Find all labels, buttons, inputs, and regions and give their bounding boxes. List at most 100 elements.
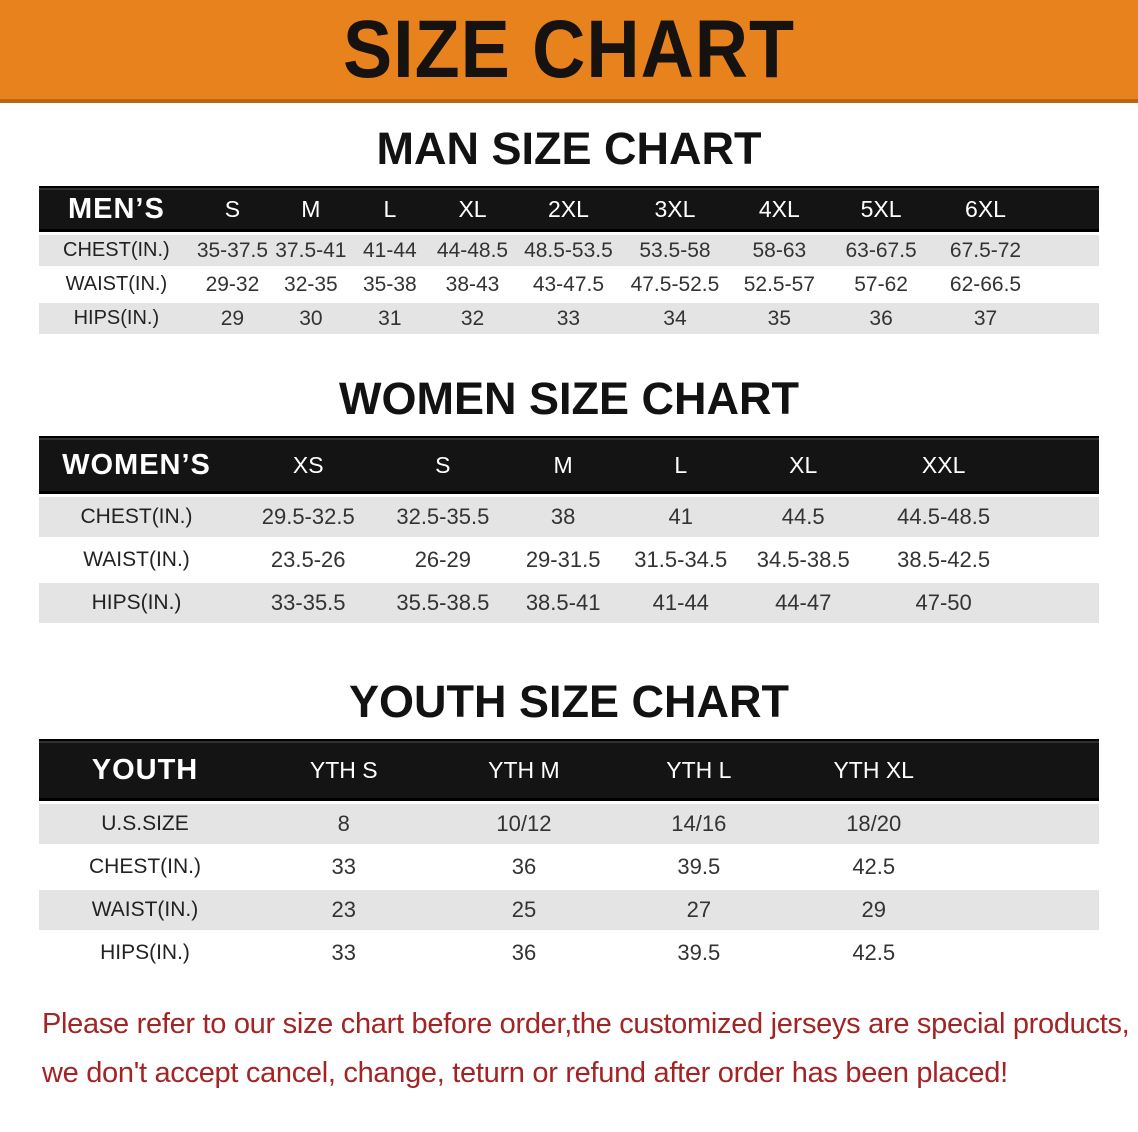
size-column-header: 4XL [729, 186, 830, 232]
size-value-cell: 44.5 [738, 497, 868, 537]
spacer-cell [1038, 303, 1099, 334]
spacer-cell [1038, 235, 1099, 266]
spacer-cell [961, 804, 1099, 844]
size-value-cell: 62-66.5 [932, 269, 1039, 300]
size-column-header: S [193, 186, 272, 232]
women-size-chart-heading: WOMEN SIZE CHART [339, 373, 799, 424]
size-value-cell: 30 [271, 303, 351, 334]
table-row: U.S.SIZE 8 10/12 14/16 18/20 [39, 804, 1099, 844]
size-column-header: M [271, 186, 351, 232]
size-value-cell: 27 [611, 890, 787, 930]
table-row: WAIST(IN.) 29-32 32-35 35-38 38-43 43-47… [39, 269, 1099, 300]
row-label: WAIST(IN.) [39, 540, 235, 580]
size-column-header: YTH XL [786, 739, 962, 801]
size-value-cell: 39.5 [611, 933, 787, 973]
table-row: WAIST(IN.) 23.5-26 26-29 29-31.5 31.5-34… [39, 540, 1099, 580]
size-column-header: XL [429, 186, 516, 232]
womens-header-row: WOMEN’S XS S M L XL XXL [39, 436, 1099, 494]
size-value-cell: 37.5-41 [271, 235, 351, 266]
man-size-chart-heading: MAN SIZE CHART [376, 123, 762, 174]
size-column-header: L [350, 186, 430, 232]
size-value-cell: 38.5-42.5 [867, 540, 1020, 580]
size-value-cell: 63-67.5 [829, 235, 933, 266]
size-value-cell: 44-48.5 [429, 235, 516, 266]
size-column-header: XL [738, 436, 868, 494]
disclaimer-line-1: Please refer to our size chart before or… [42, 1008, 1130, 1040]
table-header-label: WOMEN’S [39, 436, 235, 494]
spacer-cell [1019, 436, 1099, 494]
size-value-cell: 29 [786, 890, 962, 930]
banner-title: SIZE CHART [342, 3, 796, 96]
size-value-cell: 67.5-72 [932, 235, 1039, 266]
size-value-cell: 35.5-38.5 [382, 583, 504, 623]
size-value-cell: 18/20 [786, 804, 962, 844]
size-value-cell: 58-63 [729, 235, 830, 266]
size-value-cell: 32 [429, 303, 516, 334]
size-value-cell: 35-38 [350, 269, 430, 300]
size-value-cell: 42.5 [786, 933, 962, 973]
row-label: HIPS(IN.) [39, 303, 194, 334]
size-value-cell: 35 [729, 303, 830, 334]
womens-size-table: WOMEN’S XS S M L XL XXL CHEST(IN.) 29.5-… [39, 433, 1099, 626]
spacer-cell [961, 890, 1099, 930]
spacer-cell [1019, 583, 1099, 623]
size-column-header: M [503, 436, 624, 494]
table-row: HIPS(IN.) 33-35.5 35.5-38.5 38.5-41 41-4… [39, 583, 1099, 623]
size-value-cell: 31.5-34.5 [623, 540, 739, 580]
size-value-cell: 41-44 [350, 235, 430, 266]
spacer-cell [1019, 540, 1099, 580]
row-label: HIPS(IN.) [39, 933, 251, 973]
disclaimer-text: Please refer to our size chart before or… [42, 1000, 1138, 1098]
spacer-cell [1038, 269, 1099, 300]
size-value-cell: 8 [251, 804, 437, 844]
size-value-cell: 36 [436, 847, 612, 887]
size-value-cell: 41-44 [623, 583, 739, 623]
size-column-header: XS [234, 436, 383, 494]
size-value-cell: 44.5-48.5 [867, 497, 1020, 537]
spacer-cell [1038, 186, 1099, 232]
spacer-cell [961, 739, 1099, 801]
size-value-cell: 38 [503, 497, 624, 537]
size-value-cell: 36 [829, 303, 933, 334]
size-value-cell: 31 [350, 303, 430, 334]
spacer-cell [961, 933, 1099, 973]
row-label: WAIST(IN.) [39, 269, 194, 300]
size-value-cell: 52.5-57 [729, 269, 830, 300]
size-value-cell: 29-31.5 [503, 540, 624, 580]
size-value-cell: 44-47 [738, 583, 868, 623]
table-row: CHEST(IN.) 33 36 39.5 42.5 [39, 847, 1099, 887]
size-column-header: 6XL [932, 186, 1039, 232]
size-column-header: YTH L [611, 739, 787, 801]
size-column-header: YTH S [251, 739, 437, 801]
size-value-cell: 23.5-26 [234, 540, 383, 580]
spacer-cell [961, 847, 1099, 887]
row-label: WAIST(IN.) [39, 890, 251, 930]
size-value-cell: 32-35 [271, 269, 351, 300]
size-value-cell: 25 [436, 890, 612, 930]
size-value-cell: 37 [932, 303, 1039, 334]
size-value-cell: 34 [620, 303, 730, 334]
size-value-cell: 47-50 [867, 583, 1020, 623]
size-column-header: 3XL [620, 186, 730, 232]
size-value-cell: 35-37.5 [193, 235, 272, 266]
size-value-cell: 38.5-41 [503, 583, 624, 623]
size-value-cell: 39.5 [611, 847, 787, 887]
size-column-header: 2XL [515, 186, 621, 232]
size-value-cell: 33 [251, 847, 437, 887]
youth-size-chart-heading: YOUTH SIZE CHART [348, 676, 789, 727]
size-column-header: L [623, 436, 739, 494]
row-label: U.S.SIZE [39, 804, 251, 844]
size-chart-banner: SIZE CHART [0, 0, 1138, 103]
disclaimer-line-2: we don't accept cancel, change, teturn o… [42, 1057, 1008, 1089]
table-row: CHEST(IN.) 29.5-32.5 32.5-35.5 38 41 44.… [39, 497, 1099, 537]
size-column-header: YTH M [436, 739, 612, 801]
size-column-header: 5XL [829, 186, 933, 232]
spacer-cell [1019, 497, 1099, 537]
size-value-cell: 38-43 [429, 269, 516, 300]
size-value-cell: 32.5-35.5 [382, 497, 504, 537]
row-label: CHEST(IN.) [39, 235, 194, 266]
table-row: WAIST(IN.) 23 25 27 29 [39, 890, 1099, 930]
size-value-cell: 42.5 [786, 847, 962, 887]
size-value-cell: 23 [251, 890, 437, 930]
size-value-cell: 41 [623, 497, 739, 537]
